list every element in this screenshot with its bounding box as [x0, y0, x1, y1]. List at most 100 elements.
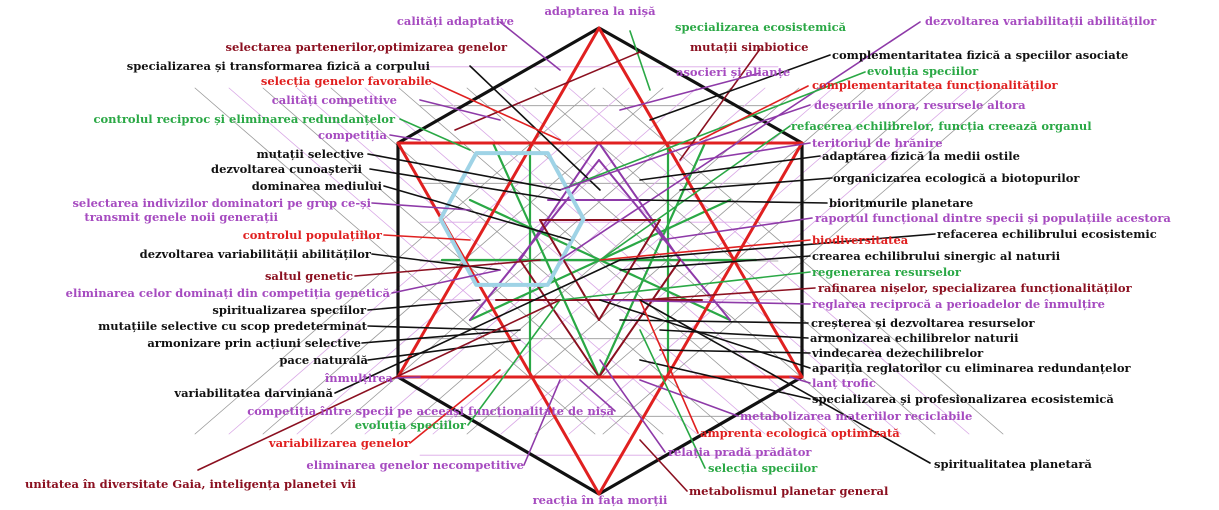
- leader-line: [371, 253, 501, 271]
- label-selectarea-partenerilor: selectarea partenerilor,optimizarea gene…: [225, 40, 508, 54]
- leader-line: [409, 369, 501, 444]
- leader-line: [354, 259, 541, 277]
- label-lant-trofic: lanț trofic: [812, 376, 876, 390]
- label-unitatea-diversitate: unitatea în diversitate Gaia, inteligenț…: [25, 477, 357, 491]
- label-competitia: competiția: [317, 128, 387, 142]
- leader-line: [639, 329, 706, 469]
- label-saltul-genetic: saltul genetic: [264, 269, 353, 283]
- main-hexagram-shapes: [396, 26, 804, 496]
- leader-line: [679, 177, 833, 191]
- leader-line: [361, 329, 521, 344]
- label-relatia-prada: relația pradă prădător: [668, 445, 812, 459]
- label-cresterea-dezvoltarea: creșterea și dezvoltarea resurselor: [811, 316, 1035, 330]
- label-transmit-gene: transmit genele noii generații: [84, 210, 278, 224]
- leader-line: [371, 202, 471, 211]
- leader-line: [499, 21, 561, 71]
- leader-line: [334, 259, 621, 394]
- leader-line: [369, 168, 561, 201]
- label-specializarea-ecosistemica: specializarea ecosistemică: [675, 20, 847, 34]
- label-selectia-genelor: selecția genelor favorabile: [260, 74, 432, 88]
- leader-line: [599, 359, 666, 453]
- label-dezvoltarea-variabilitatii: dezvoltarea variabilității abilităților: [139, 247, 371, 261]
- label-evolutia-speciilor-bottom: evoluția speciilor: [354, 418, 466, 432]
- leader-line: [599, 239, 811, 261]
- label-inmultirea: înmulțirea: [324, 371, 393, 385]
- leader-line: [649, 54, 831, 121]
- label-regenerarea-resurselor: regenerarea resurselor: [812, 265, 961, 279]
- label-aparitia-reglatorilor: apariția reglatorilor cu eliminarea redu…: [812, 361, 1131, 375]
- leader-line: [559, 21, 921, 261]
- leader-line: [197, 299, 561, 471]
- label-reglarea-reciproca: reglarea reciprocă a perioadelor de înmu…: [812, 297, 1105, 311]
- leader-line: [699, 142, 811, 161]
- label-adaptarea-nisa: adaptarea la nișă: [544, 4, 656, 18]
- label-mutatiile-selective-scop: mutațiile selective cu scop predetermina…: [98, 319, 367, 333]
- leader-line: [639, 155, 821, 181]
- label-dezvoltarea-cunoasterii: dezvoltarea cunoașterii: [211, 162, 362, 176]
- leader-line: [659, 217, 813, 241]
- leader-line: [579, 379, 616, 412]
- leader-line: [639, 299, 931, 464]
- leader-line: [419, 99, 501, 121]
- label-competitia-intre-specii: competiția între specii pe aceeași funcț…: [247, 404, 614, 418]
- leader-line: [559, 71, 866, 191]
- leader-line: [619, 319, 809, 324]
- label-reactia-moartii: reacția în fața morții: [532, 493, 668, 507]
- label-dominarea-mediului: dominarea mediului: [251, 179, 382, 193]
- leader-line: [639, 439, 688, 492]
- label-organicizarea: organicizarea ecologică a biotopurilor: [833, 171, 1080, 185]
- label-controlul-reciproc: controlul reciproc și eliminarea redunda…: [93, 112, 396, 126]
- label-metabolizarea: metabolizarea materiilor reciclabile: [740, 409, 973, 423]
- leader-line: [639, 287, 816, 301]
- label-controlul-populatiilor: controlul populațiilor: [242, 228, 382, 242]
- leader-line: [619, 255, 811, 271]
- label-selectia-speciilor: selecția speciilor: [708, 461, 818, 475]
- label-bioritmurile: bioritmurile planetare: [829, 196, 974, 210]
- label-mutatii-selective: mutații selective: [256, 147, 364, 161]
- label-selectarea-indivizilor: selectarea indivizilor dominatori pe gru…: [72, 196, 371, 210]
- label-pace-naturala: pace naturală: [279, 353, 368, 367]
- label-asocieri-aliante: asocieri și alianțe: [676, 65, 791, 79]
- dark-red-line: [519, 259, 600, 378]
- leader-line: [599, 299, 811, 369]
- leader-line: [394, 376, 421, 379]
- label-armonizare-actiuni: armonizare prin acțiuni selective: [147, 336, 361, 350]
- red-down-triangle: [396, 141, 804, 496]
- leader-line: [619, 233, 936, 261]
- label-calitati-adaptative: calități adaptative: [396, 14, 514, 28]
- leader-line: [629, 30, 651, 91]
- leader-line: [679, 48, 761, 161]
- leader-line: [659, 349, 811, 354]
- leader-line: [467, 299, 561, 426]
- leader-line: [699, 85, 809, 141]
- label-mutatii-simbiotice: mutații simbiotice: [690, 40, 809, 54]
- label-dezvoltarea-variabilitatii-top: dezvoltarea variabilitații abilităților: [925, 14, 1157, 28]
- label-spiritualizarea-speciilor: spiritualizarea speciilor: [212, 303, 366, 317]
- label-complementaritatea-fizica: complementaritatea fizică a speciilor as…: [832, 48, 1129, 62]
- label-refacerea-echilibrului: refacerea echilibrului ecosistemic: [937, 227, 1157, 241]
- leader-line: [599, 299, 811, 305]
- leader-line: [367, 325, 501, 331]
- label-variabilizarea-genelor: variabilizarea genelor: [268, 436, 410, 450]
- leader-line: [523, 379, 561, 466]
- inner-colored-lines: [440, 141, 758, 379]
- label-teritoriul-hranire: teritoriul de hrănire: [812, 136, 943, 150]
- label-complementaritatea-functionalitatilor: complementaritatea funcționalităților: [812, 78, 1058, 92]
- leader-line: [391, 269, 501, 294]
- label-spiritualitatea-planetara: spiritualitatea planetară: [934, 457, 1092, 471]
- leader-line: [367, 339, 521, 361]
- leader-line: [639, 299, 699, 434]
- leader-line: [619, 72, 761, 111]
- red-up-triangle: [396, 26, 804, 379]
- leader-line: [429, 80, 561, 141]
- label-armonizarea-echilibrelor: armonizarea echilibrelor naturii: [810, 331, 1019, 345]
- leader-line: [367, 153, 561, 191]
- label-biodiversitatea: biodiversitatea: [812, 233, 909, 247]
- label-vindecarea: vindecarea dezechilibrelor: [812, 346, 984, 360]
- leader-line: [789, 376, 811, 384]
- dark-red-line: [598, 259, 681, 378]
- leader-line: [399, 118, 471, 151]
- label-calitati-competitive: calități competitive: [271, 93, 397, 107]
